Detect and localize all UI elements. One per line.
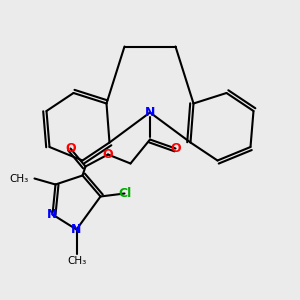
Text: N: N [145, 106, 155, 119]
Text: O: O [103, 148, 113, 161]
Text: Cl: Cl [118, 187, 131, 200]
Text: O: O [65, 142, 76, 155]
Text: N: N [71, 223, 82, 236]
Text: CH₃: CH₃ [67, 256, 86, 266]
Text: O: O [170, 142, 181, 155]
Text: N: N [47, 208, 58, 221]
Text: CH₃: CH₃ [9, 173, 28, 184]
